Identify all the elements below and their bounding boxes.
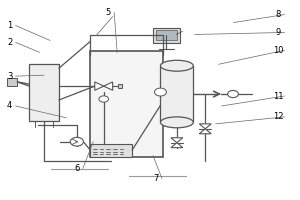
Polygon shape (171, 143, 183, 148)
Text: 9: 9 (276, 28, 281, 37)
Text: 7: 7 (153, 174, 159, 183)
Polygon shape (199, 129, 211, 134)
Bar (90, 144, 132, 157)
Text: 11: 11 (273, 92, 284, 101)
Ellipse shape (160, 117, 193, 128)
Text: 2: 2 (7, 38, 12, 47)
Bar (90, 51, 164, 157)
Circle shape (99, 96, 109, 102)
Circle shape (228, 90, 238, 98)
Text: 4: 4 (7, 101, 12, 110)
Text: 6: 6 (74, 164, 80, 173)
Text: 3: 3 (7, 72, 12, 81)
Ellipse shape (160, 60, 193, 71)
Text: 8: 8 (276, 10, 281, 19)
Text: 12: 12 (273, 112, 284, 121)
Polygon shape (104, 82, 113, 90)
Bar (7, 78, 17, 86)
Polygon shape (95, 82, 104, 90)
Bar (153, 28, 180, 43)
Polygon shape (199, 124, 211, 129)
Polygon shape (171, 138, 183, 143)
Bar (160, 66, 193, 122)
Text: 1: 1 (7, 21, 12, 30)
Circle shape (154, 88, 166, 96)
Circle shape (70, 137, 83, 146)
Bar (118, 84, 122, 88)
Bar (29, 64, 59, 121)
Text: 10: 10 (273, 46, 284, 55)
Text: 5: 5 (106, 8, 111, 17)
Bar (156, 30, 177, 40)
